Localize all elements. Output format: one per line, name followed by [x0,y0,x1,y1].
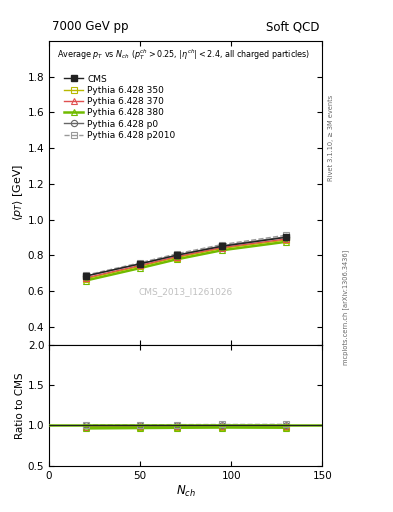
CMS [138,261,143,267]
Text: 7000 GeV pp: 7000 GeV pp [52,20,129,33]
Legend: CMS, Pythia 6.428 350, Pythia 6.428 370, Pythia 6.428 380, Pythia 6.428 p0, Pyth: CMS, Pythia 6.428 350, Pythia 6.428 370,… [62,73,177,142]
Pythia 6.428 p0 [138,261,143,267]
Pythia 6.428 350 [138,263,143,269]
CMS [83,273,88,279]
Pythia 6.428 p2010 [138,260,143,266]
Pythia 6.428 350 [220,245,224,251]
Pythia 6.428 370 [83,275,88,281]
Pythia 6.428 370 [138,262,143,268]
Text: Soft QCD: Soft QCD [266,20,320,33]
Y-axis label: $\langle p_T \rangle$ [GeV]: $\langle p_T \rangle$ [GeV] [11,164,25,221]
Pythia 6.428 p0 [283,234,288,240]
Pythia 6.428 380 [220,247,224,253]
X-axis label: $N_{ch}$: $N_{ch}$ [176,483,196,499]
Pythia 6.428 350 [83,276,88,282]
Line: Pythia 6.428 370: Pythia 6.428 370 [83,236,289,281]
Pythia 6.428 p2010 [174,251,179,257]
Pythia 6.428 370 [283,236,288,242]
CMS [283,234,288,241]
Line: Pythia 6.428 p0: Pythia 6.428 p0 [83,233,289,279]
Pythia 6.428 350 [174,254,179,261]
Text: Average $p_T$ vs $N_{ch}$ ($p_T^{ch}>0.25$, $|\eta^{ch}|<2.4$, all charged parti: Average $p_T$ vs $N_{ch}$ ($p_T^{ch}>0.2… [57,47,310,62]
Pythia 6.428 380 [283,239,288,245]
Line: Pythia 6.428 350: Pythia 6.428 350 [83,237,289,282]
Text: CMS_2013_I1261026: CMS_2013_I1261026 [139,287,233,296]
Text: Rivet 3.1.10, ≥ 3M events: Rivet 3.1.10, ≥ 3M events [328,95,334,181]
Pythia 6.428 380 [138,265,143,271]
Y-axis label: Ratio to CMS: Ratio to CMS [15,372,25,438]
Text: mcplots.cern.ch [arXiv:1306.3436]: mcplots.cern.ch [arXiv:1306.3436] [342,249,349,365]
Pythia 6.428 370 [174,253,179,260]
CMS [220,243,224,249]
Pythia 6.428 p0 [220,243,224,249]
Pythia 6.428 p0 [83,273,88,279]
Pythia 6.428 p2010 [283,232,288,238]
Line: Pythia 6.428 p2010: Pythia 6.428 p2010 [83,232,289,279]
Pythia 6.428 p2010 [83,272,88,279]
CMS [174,252,179,258]
Pythia 6.428 370 [220,244,224,250]
Pythia 6.428 350 [283,237,288,243]
Pythia 6.428 p0 [174,252,179,258]
Pythia 6.428 p2010 [220,242,224,248]
Pythia 6.428 380 [83,278,88,284]
Line: CMS: CMS [83,234,289,279]
Line: Pythia 6.428 380: Pythia 6.428 380 [83,239,289,284]
Pythia 6.428 380 [174,257,179,263]
